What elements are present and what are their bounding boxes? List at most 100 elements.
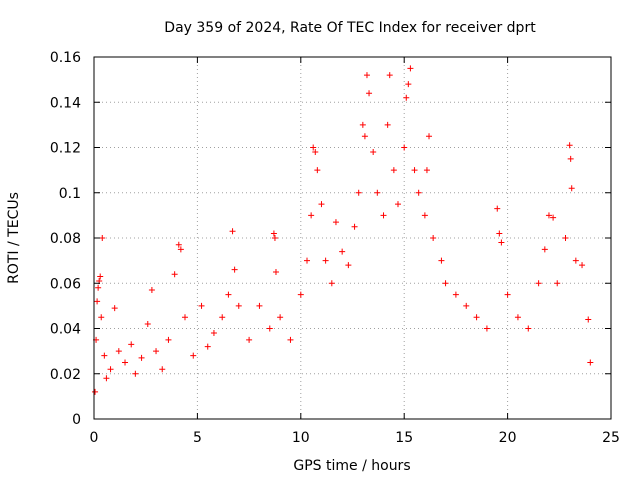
data-point [568,185,575,192]
y-tick-label: 0 [72,412,81,428]
data-point [494,205,501,212]
data-point [328,280,335,287]
x-tick-labels: 0 5 10 15 20 25 [90,430,620,446]
data-point [304,257,311,264]
data-point [587,359,594,366]
data-point [498,239,505,246]
data-point [153,348,160,355]
data-point [423,167,430,174]
data-point [541,246,548,253]
y-tick-labels: 0 0.02 0.04 0.06 0.08 0.1 0.12 0.14 0.16 [50,50,81,428]
data-point [370,149,377,156]
data-point [363,72,370,79]
data-point [99,235,106,241]
data-point [175,241,182,248]
y-tick-label: 0.02 [50,367,81,383]
data-point [204,343,211,350]
y-tick-label: 0.06 [50,276,81,292]
data-point [550,214,557,221]
data-point [210,330,217,337]
data-point [405,81,412,88]
data-point [525,325,532,332]
data-point [483,325,490,332]
data-point [386,72,393,79]
data-point [415,189,422,196]
data-point [132,370,139,377]
data-point [312,149,319,156]
data-point [380,212,387,219]
data-point [407,65,414,72]
y-tick-label: 0.12 [50,141,81,157]
data-point [115,348,122,355]
data-point [332,219,339,226]
data-point [390,167,397,174]
data-point [231,266,238,273]
data-point [165,336,172,343]
data-point [411,167,418,174]
data-point [318,201,325,208]
data-point [473,314,480,321]
x-axis-label: GPS time / hours [293,458,410,474]
data-point [339,248,346,255]
data-point [177,246,184,253]
data-point [504,291,511,298]
data-point [144,320,151,327]
data-point [366,90,373,97]
data-points [92,65,594,395]
data-point [138,354,145,361]
data-point [190,352,197,359]
data-point [430,235,437,241]
data-point [438,257,445,264]
data-point [442,280,449,287]
data-point [452,291,459,298]
data-point [229,228,236,235]
data-point [101,352,108,359]
data-point [514,314,521,321]
x-tick-label: 10 [292,430,310,446]
data-point [198,302,205,309]
data-point [122,359,129,366]
data-point [270,230,277,237]
data-point [403,94,410,101]
data-point [345,262,352,269]
axis-ticks [93,56,612,420]
y-axis-label: ROTI / TECUs [6,192,22,284]
data-point [554,280,561,287]
data-point [219,314,226,321]
data-point [111,305,118,312]
data-point [384,121,391,128]
data-point [103,375,110,382]
data-point [355,189,362,196]
data-point [421,212,428,219]
data-point [181,314,188,321]
data-point [567,155,574,162]
data-point [585,316,592,323]
data-point [314,167,321,174]
x-tick-label: 25 [602,430,620,446]
data-point [98,314,105,321]
data-point [394,201,401,208]
data-point [463,302,470,309]
data-point [535,280,542,287]
y-tick-label: 0.14 [50,95,81,111]
data-point [246,336,253,343]
data-point [496,230,503,237]
data-point [107,366,114,373]
data-point [401,144,408,151]
data-point [566,142,573,149]
data-point [271,235,278,241]
data-point [426,133,433,140]
data-point [572,257,579,264]
data-point [148,287,155,294]
data-point [235,302,242,309]
y-tick-label: 0.1 [59,186,81,202]
data-point [297,291,304,298]
data-point [266,325,273,332]
data-point [308,212,315,219]
chart-title: Day 359 of 2024, Rate Of TEC Index for r… [164,20,536,36]
data-point [351,223,358,230]
data-point [171,271,178,278]
x-tick-label: 0 [90,430,99,446]
data-point [95,284,102,291]
